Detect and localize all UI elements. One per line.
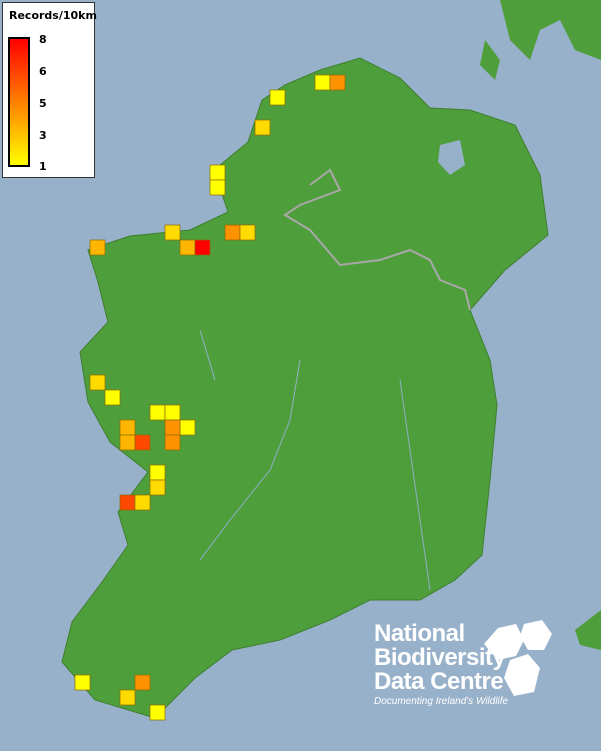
record-square[interactable] bbox=[269, 89, 286, 106]
record-square[interactable] bbox=[209, 164, 226, 181]
record-square[interactable] bbox=[134, 494, 151, 511]
record-square[interactable] bbox=[149, 704, 166, 721]
logo-line: National bbox=[374, 620, 465, 647]
record-square[interactable] bbox=[134, 434, 151, 451]
legend-tick: 6 bbox=[39, 65, 47, 78]
record-square[interactable] bbox=[329, 74, 346, 91]
record-square[interactable] bbox=[164, 434, 181, 451]
ni-border bbox=[283, 168, 471, 311]
record-square[interactable] bbox=[149, 464, 166, 481]
legend-color-scale bbox=[8, 37, 30, 167]
record-square[interactable] bbox=[239, 224, 256, 241]
record-squares bbox=[74, 74, 346, 721]
logo-line: Biodiversity bbox=[374, 644, 506, 671]
record-square[interactable] bbox=[179, 419, 196, 436]
lough-neagh bbox=[438, 140, 465, 175]
legend-tick: 5 bbox=[39, 97, 47, 110]
record-square[interactable] bbox=[119, 419, 136, 436]
record-square[interactable] bbox=[164, 419, 181, 436]
legend-title: Records/10km bbox=[9, 9, 97, 22]
logo-tagline: Documenting Ireland's Wildlife bbox=[374, 696, 509, 707]
legend-tick: 8 bbox=[39, 33, 47, 46]
record-square[interactable] bbox=[89, 239, 106, 256]
record-square[interactable] bbox=[104, 389, 121, 406]
record-square[interactable] bbox=[164, 224, 181, 241]
record-square[interactable] bbox=[119, 689, 136, 706]
logo-hexagons-icon bbox=[484, 620, 552, 696]
record-square[interactable] bbox=[224, 224, 241, 241]
record-square[interactable] bbox=[209, 179, 226, 196]
legend: Records/10km 8 6 5 3 1 bbox=[2, 2, 97, 178]
record-square[interactable] bbox=[254, 119, 271, 136]
record-square[interactable] bbox=[314, 74, 331, 91]
record-square[interactable] bbox=[74, 674, 91, 691]
legend-tick: 3 bbox=[39, 129, 47, 142]
ireland-landmass bbox=[61, 57, 549, 719]
record-square[interactable] bbox=[119, 434, 136, 451]
record-square[interactable] bbox=[194, 239, 211, 256]
rivers bbox=[199, 329, 431, 591]
scotland-landmass bbox=[480, 0, 601, 650]
record-square[interactable] bbox=[149, 479, 166, 496]
record-square[interactable] bbox=[134, 674, 151, 691]
record-square[interactable] bbox=[119, 494, 136, 511]
record-square[interactable] bbox=[89, 374, 106, 391]
legend-tick: 1 bbox=[39, 160, 47, 173]
nbdc-logo: National Biodiversity Data Centre Docume… bbox=[374, 620, 552, 707]
logo-line: Data Centre bbox=[374, 668, 504, 695]
record-square[interactable] bbox=[149, 404, 166, 421]
record-square[interactable] bbox=[179, 239, 196, 256]
record-square[interactable] bbox=[164, 404, 181, 421]
